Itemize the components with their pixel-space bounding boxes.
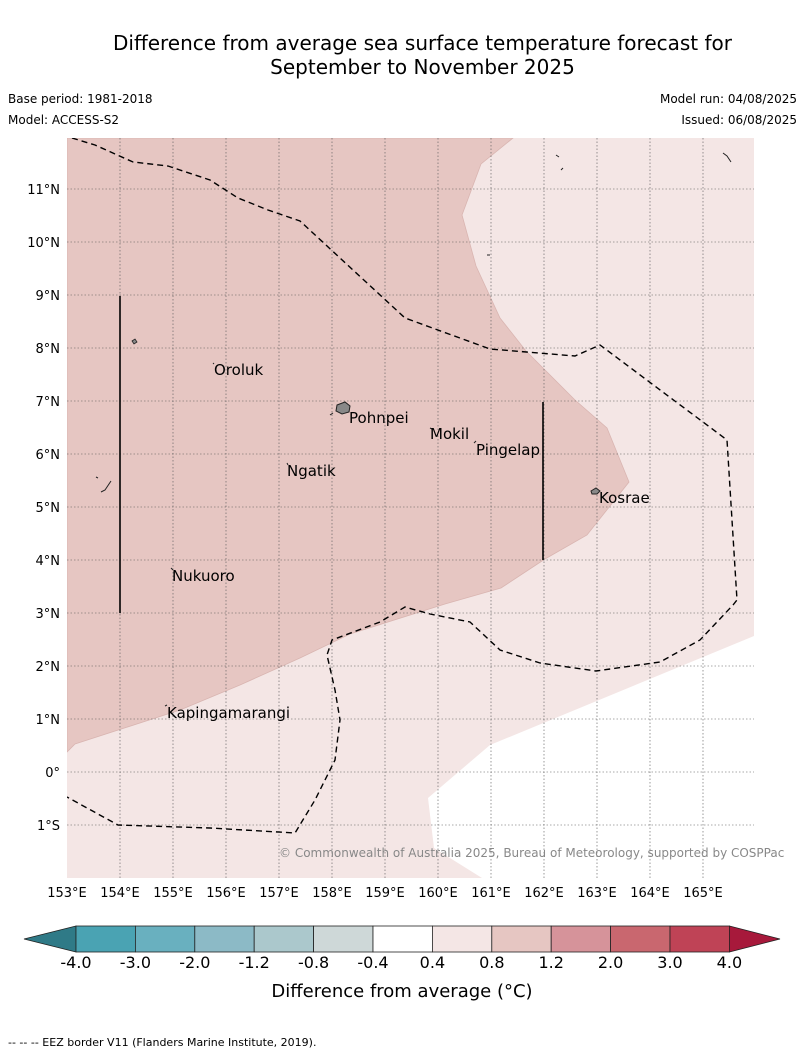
colorbar-segment [550, 925, 612, 953]
colorbar-segment [491, 925, 552, 953]
place-label-kapingamarangi: Kapingamarangi [167, 704, 290, 722]
colorbar-segment [313, 925, 374, 953]
lat-tick-label: 0° [45, 766, 60, 781]
anomaly-band-0-8-to-1-2 [67, 138, 630, 753]
colorbar-tick-label: 1.2 [538, 953, 563, 972]
lon-tick-label: 161°E [471, 886, 511, 901]
colorbar-segment [194, 925, 255, 953]
chart-title: Difference from average sea surface temp… [0, 31, 804, 79]
lon-tick-label: 163°E [577, 886, 617, 901]
colorbar-tick-label: -0.4 [357, 953, 388, 972]
place-label-pohnpei: Pohnpei [349, 409, 409, 427]
lon-tick-label: 154°E [100, 886, 140, 901]
lon-tick-label: 165°E [683, 886, 723, 901]
eez-border [67, 138, 738, 834]
base-period: Base period: 1981-2018 [8, 92, 153, 106]
lat-tick-label: 2°N [36, 660, 61, 675]
gridlines [67, 138, 754, 878]
anomaly-band-neutral [428, 636, 754, 878]
place-label-kosrae: Kosrae [599, 489, 650, 507]
lat-tick-label: 6°N [36, 448, 61, 463]
lat-tick-label: 11°N [27, 183, 60, 198]
lon-tick-label: 164°E [630, 886, 670, 901]
model-run: Model run: 04/08/2025 [659, 92, 797, 106]
islet [131, 338, 138, 345]
colorbar-tick-label: -4.0 [60, 953, 91, 972]
islet [555, 152, 732, 171]
lon-tick-label: 155°E [153, 886, 193, 901]
colorbar-segment [669, 925, 730, 953]
colorbar-tick-label: 4.0 [717, 953, 742, 972]
lat-tick-label: 10°N [27, 236, 60, 251]
colorbar-segment [253, 925, 314, 953]
colorbar-tick-label: -1.2 [239, 953, 270, 972]
lon-tick-label: 162°E [524, 886, 564, 901]
colorbar-tick-label: -0.8 [298, 953, 329, 972]
eez-border-legend: -- -- -- EEZ border V11 (Flanders Marine… [8, 1036, 317, 1049]
lon-tick-label: 158°E [312, 886, 352, 901]
place-label-mokil: Mokil [430, 425, 469, 443]
colorbar-segment [134, 925, 196, 953]
copyright-notice: © Commonwealth of Australia 2025, Bureau… [279, 846, 784, 860]
lat-tick-label: 5°N [36, 501, 61, 516]
colorbar-extend-high [729, 925, 781, 953]
lat-tick-label: 4°N [36, 554, 61, 569]
lat-tick-label: 1°N [36, 713, 61, 728]
colorbar-segment [431, 925, 493, 953]
longitude-tick-labels: 153°E 154°E 155°E 156°E 157°E 158°E 159°E 160°E… [47, 886, 723, 901]
kosrae-island [590, 487, 601, 495]
lon-tick-label: 159°E [365, 886, 405, 901]
map-area: Oroluk Pohnpei Mokil Pingelap Ngatik Kos… [67, 138, 754, 878]
place-label-pingelap: Pingelap [476, 441, 540, 459]
lon-tick-label: 153°E [47, 886, 87, 901]
lat-tick-label: 9°N [36, 289, 61, 304]
colorbar-tick-label: 2.0 [598, 953, 623, 972]
lat-tick-label: 7°N [36, 395, 61, 410]
model-name: Model: ACCESS-S2 [8, 113, 120, 127]
colorbar-tick-label: 0.4 [420, 953, 445, 972]
islet [329, 412, 334, 416]
colorbar-tick-label: -2.0 [179, 953, 210, 972]
colorbar-segment [372, 925, 433, 953]
place-label-nukuoro: Nukuoro [172, 567, 235, 585]
colorbar-tick-label: 0.8 [479, 953, 504, 972]
colorbar-label: Difference from average (°C) [271, 981, 532, 1002]
lon-tick-label: 157°E [259, 886, 299, 901]
pohnpei-island [335, 401, 351, 415]
lon-tick-label: 160°E [418, 886, 458, 901]
lat-tick-label: 3°N [36, 607, 61, 622]
colorbar-extend-low [23, 925, 77, 953]
lat-tick-label: 1°S [37, 819, 60, 834]
place-label-ngatik: Ngatik [287, 462, 336, 480]
latitude-tick-labels: 11°N 10°N 9°N 8°N 7°N 6°N 5°N 4°N 3°N 2°N 1°N 0° 1°S [27, 183, 60, 834]
island-markers [164, 362, 477, 707]
islet [95, 476, 112, 493]
colorbar: -4.0 -3.0 -2.0 -1.2 -0.8 -0.4 0.4 0.8 1.2 2.0 3.0 4… [23, 925, 781, 972]
lat-tick-label: 8°N [36, 342, 61, 357]
title-line-1: Difference from average sea surface temp… [112, 31, 732, 55]
issued-date: Issued: 06/08/2025 [681, 113, 797, 127]
colorbar-segment [610, 925, 671, 953]
colorbar-tick-label: -3.0 [120, 953, 151, 972]
colorbar-segment [75, 925, 136, 953]
lon-tick-label: 156°E [206, 886, 246, 901]
place-label-oroluk: Oroluk [214, 361, 263, 379]
colorbar-tick-label: 3.0 [657, 953, 682, 972]
title-line-2: September to November 2025 [270, 55, 575, 79]
